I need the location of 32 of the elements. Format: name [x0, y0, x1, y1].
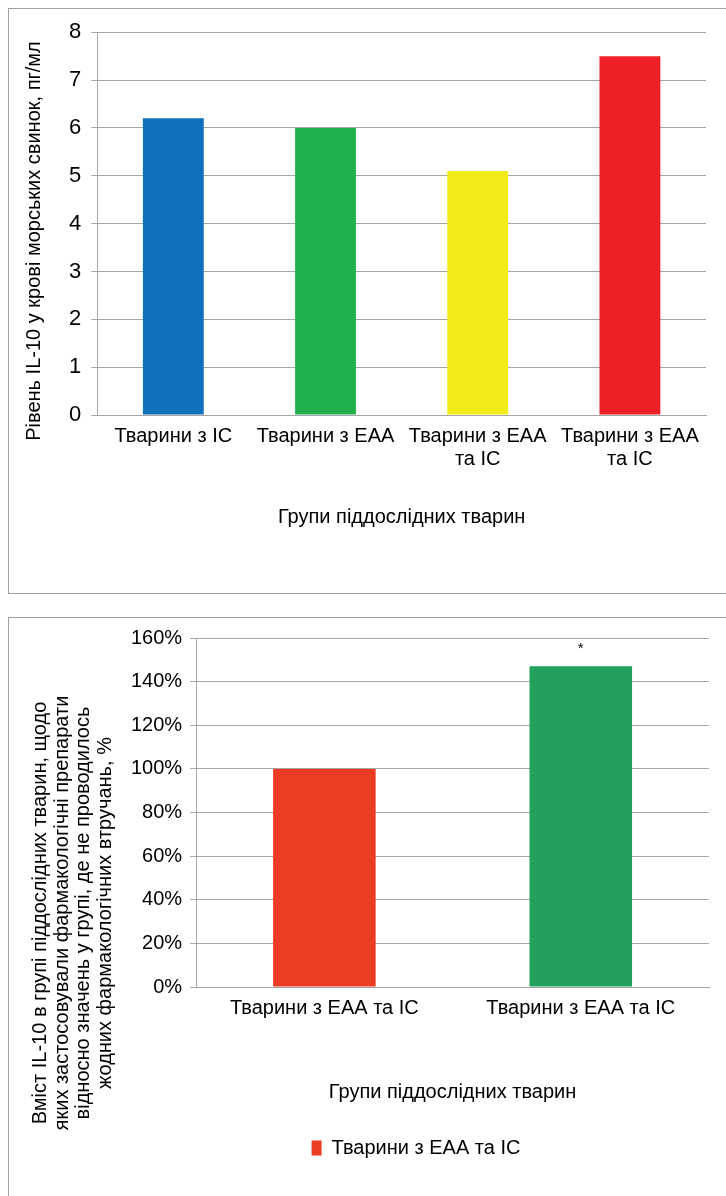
y-tick-label: 6	[68, 113, 82, 139]
x-tick-label: Тварини з ЕАА та ІС	[561, 424, 700, 470]
y-tick-label: 4	[68, 209, 82, 235]
y-axis-title: Рівень IL-10 у крові морських свинок, пг/мл	[21, 41, 44, 441]
y-tick-label: 60%	[142, 843, 183, 866]
y-tick-label: 1	[68, 353, 82, 379]
y-tick-label: 0%	[153, 974, 183, 997]
annotation: *	[577, 639, 584, 656]
x-tick-label: Тварини з ЕАА та ІС	[408, 424, 548, 470]
y-tick-label: 7	[68, 66, 82, 92]
x-tick-label: Тварини з ІС	[114, 424, 233, 447]
legend-label: Тварини з ЕАА та ІС	[331, 1135, 521, 1158]
y-tick-label: 20%	[142, 930, 183, 953]
y-tick-label: 160%	[131, 625, 183, 648]
y-tick-label: 120%	[131, 712, 183, 735]
x-tick-label: Тварини з ЕАА	[256, 424, 396, 447]
bar	[142, 118, 204, 415]
y-tick-label: 5	[68, 161, 82, 187]
y-axis-title: Вміст IL-10 в групі піддослідних тварин, щодо яких застосовували фармакологічні препарати відносно значень у групі, де не проводилось жодних фармакологічних втручань, %	[28, 695, 115, 1131]
y-tick-label: 100%	[131, 756, 183, 779]
x-axis-title: Групи піддослідних тварин	[277, 504, 526, 527]
bar	[295, 127, 356, 415]
y-tick-label: 140%	[131, 669, 183, 692]
x-axis-title: Групи піддослідних тварин	[328, 1079, 577, 1102]
bar	[447, 170, 509, 415]
y-tick-label: 0	[68, 401, 82, 427]
y-tick-label: 2	[68, 305, 82, 331]
y-tick-label: 80%	[142, 800, 183, 823]
y-tick-label: 40%	[142, 887, 183, 910]
bar	[599, 56, 661, 415]
y-tick-label: 8	[68, 18, 82, 44]
y-tick-label: 3	[68, 257, 82, 283]
